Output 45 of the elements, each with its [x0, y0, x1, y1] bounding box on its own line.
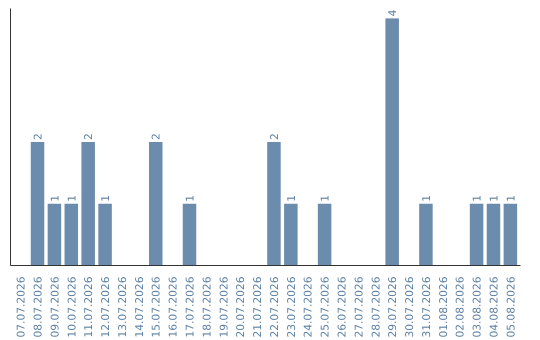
data-label: 1 [318, 194, 332, 202]
data-label: 1 [184, 194, 197, 202]
data-label: 1 [420, 194, 433, 202]
data-label: 1 [65, 194, 78, 202]
x-tick-label: 01.08.2026 [436, 276, 450, 338]
x-tick-label: 23.07.2026 [284, 276, 298, 338]
x-tick-label: 17.07.2026 [184, 276, 197, 338]
x-tick-label: 14.07.2026 [132, 276, 146, 338]
x-tick-label: 31.07.2026 [420, 276, 433, 338]
data-label: 2 [32, 133, 45, 140]
x-tick-label: 19.07.2026 [217, 276, 230, 338]
x-tick-label: 13.07.2026 [116, 276, 129, 338]
x-tick-label: 27.07.2026 [352, 276, 366, 338]
x-tick-label: 15.07.2026 [150, 276, 163, 338]
x-tick-label: 29.07.2026 [386, 276, 400, 338]
x-tick-label: 03.08.2026 [470, 276, 484, 338]
data-label: 4 [386, 9, 400, 16]
x-tick-label: 25.07.2026 [318, 276, 332, 338]
x-tick-label: 12.07.2026 [99, 276, 112, 338]
data-label: 1 [48, 194, 62, 202]
x-tick-label: 05.08.2026 [504, 276, 518, 338]
x-tick-label: 22.07.2026 [268, 276, 281, 338]
data-label: 1 [99, 194, 112, 202]
data-label: 2 [150, 133, 163, 140]
data-label: 2 [268, 133, 281, 140]
data-label: 1 [504, 194, 518, 202]
x-tick-label: 21.07.2026 [251, 276, 264, 338]
x-tick-label: 10.07.2026 [65, 276, 78, 338]
x-tick-label: 24.07.2026 [302, 276, 315, 338]
x-tick-label: 20.07.2026 [234, 276, 248, 338]
x-tick-label: 28.07.2026 [369, 276, 382, 338]
data-label: 1 [470, 194, 484, 202]
x-tick-label: 18.07.2026 [200, 276, 214, 338]
x-tick-label: 09.07.2026 [48, 276, 62, 338]
x-tick-label: 16.07.2026 [166, 276, 180, 338]
x-tick-label: 08.07.2026 [32, 276, 45, 338]
x-tick-label: 02.08.2026 [454, 276, 467, 338]
data-label: 1 [487, 194, 500, 202]
x-tick-label: 04.08.2026 [487, 276, 500, 338]
x-tick-label: 26.07.2026 [335, 276, 348, 338]
data-label: 2 [82, 133, 96, 140]
x-tick-label: 11.07.2026 [82, 276, 96, 338]
data-label: 1 [284, 194, 298, 202]
x-tick-label: 30.07.2026 [403, 276, 416, 338]
x-tick-label: 07.07.2026 [14, 276, 28, 338]
